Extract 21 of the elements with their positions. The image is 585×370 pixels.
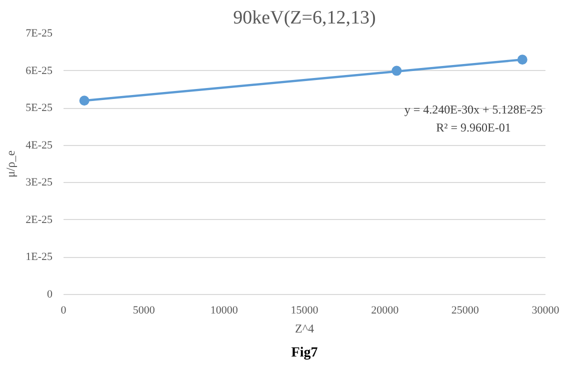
annotation: y = 4.240E-30x + 5.128E-25	[404, 102, 543, 116]
y-tick-label: 4E-25	[26, 139, 53, 152]
annotation: R² = 9.960E-01	[436, 120, 511, 134]
x-tick-label: 30000	[532, 304, 560, 316]
caption: Fig7	[291, 346, 318, 360]
x-tick-label: 5000	[132, 304, 156, 316]
y-tick-label: 1E-25	[26, 251, 53, 264]
x-axis-title: Z^4	[295, 322, 314, 336]
x-tick-label: 10000	[210, 304, 238, 316]
y-tick-label: 2E-25	[26, 214, 53, 226]
y-tick-label: 6E-25	[26, 64, 53, 77]
y-tick-label: 0	[47, 288, 53, 300]
x-tick-label: 0	[60, 304, 67, 316]
y-tick-label: 7E-25	[26, 28, 53, 40]
y-tick-label: 5E-25	[26, 102, 53, 114]
x-tick-label: 20000	[371, 304, 400, 316]
y-axis-title: μ/ρ_e	[4, 150, 18, 178]
y-tick-label: 3E-25	[26, 176, 53, 189]
chart-title: 90keV(Z=6,12,13)	[233, 8, 376, 28]
x-tick-label: 15000	[290, 304, 319, 316]
x-tick-label: 25000	[451, 304, 480, 316]
